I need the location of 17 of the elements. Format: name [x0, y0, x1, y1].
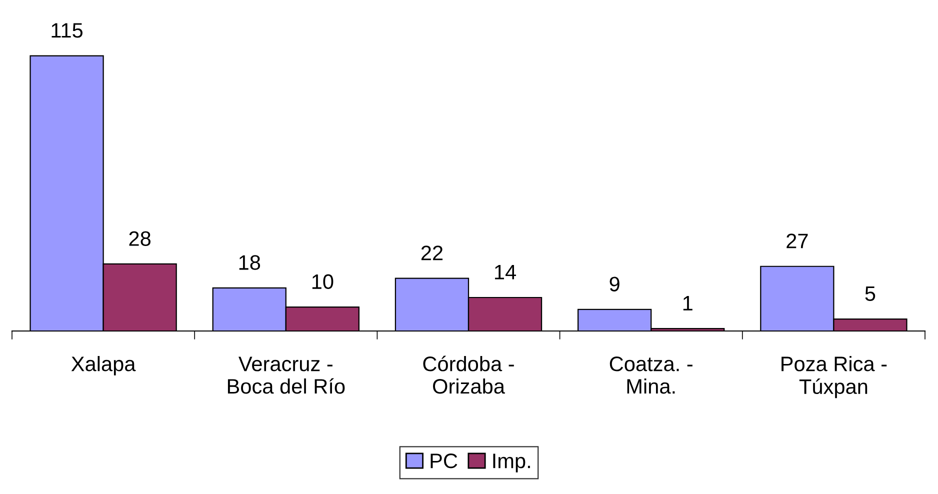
data-label: 9: [610, 276, 620, 292]
x-tick-label: Coatza. - Mina.: [610, 356, 692, 394]
x-tick-label: Poza Rica - Túxpan: [782, 356, 887, 398]
x-tick-label: Xalapa: [71, 356, 136, 376]
data-label: 115: [52, 23, 83, 38]
data-label: 14: [495, 264, 516, 280]
x-tick-label: Veracruz - Boca del Río: [228, 356, 345, 394]
data-label: 28: [129, 231, 150, 246]
data-label: 5: [865, 286, 876, 302]
data-label: 10: [312, 274, 334, 290]
data-label: 18: [239, 255, 260, 270]
legend-label: PC: [430, 454, 458, 468]
data-label: 1: [683, 296, 692, 310]
data-label: 27: [786, 234, 808, 248]
x-tick-label: Córdoba - Orizaba: [423, 356, 514, 394]
legend-label: Imp.: [493, 454, 530, 472]
data-label: 22: [421, 246, 443, 260]
